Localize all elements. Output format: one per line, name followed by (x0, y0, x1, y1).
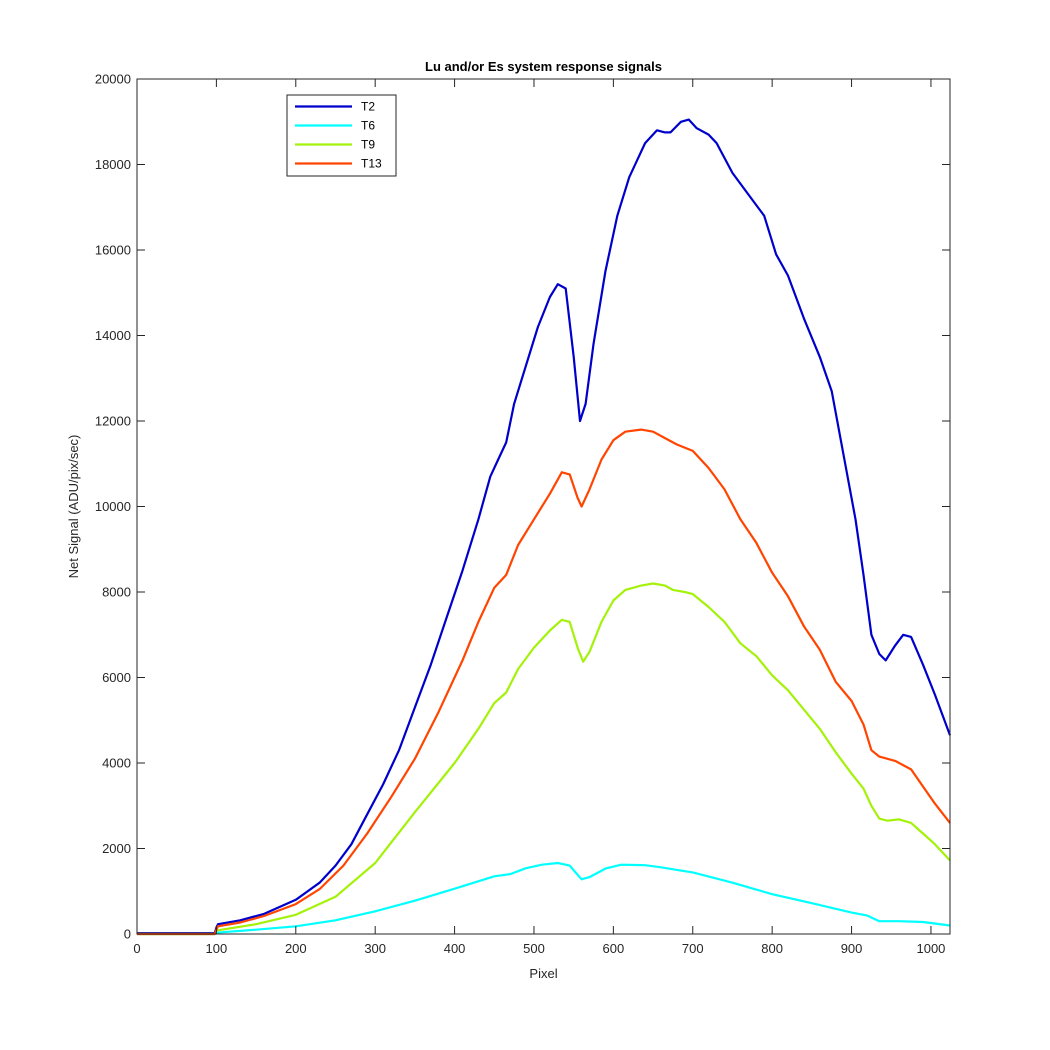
x-axis-label: Pixel (529, 966, 557, 981)
x-tick-label: 800 (761, 941, 783, 956)
x-tick-label: 200 (285, 941, 307, 956)
chart-title: Lu and/or Es system response signals (425, 59, 662, 74)
y-tick-label: 12000 (95, 414, 131, 429)
y-tick-label: 16000 (95, 243, 131, 258)
x-tick-label: 0 (133, 941, 140, 956)
legend-label-t13: T13 (361, 157, 382, 171)
y-tick-label: 18000 (95, 157, 131, 172)
legend: T2 T6 T9 T13 (286, 94, 397, 177)
series-layer (137, 118, 952, 936)
y-tick-label: 20000 (95, 72, 131, 87)
ticks-layer: 0 100 200 300 400 500 600 700 800 900 100002000400… (95, 72, 950, 956)
series-line-t2 (137, 118, 952, 935)
legend-label-t9: T9 (361, 138, 375, 152)
series-line-t13 (137, 428, 951, 936)
legend-label-t6: T6 (361, 119, 375, 133)
y-tick-label: 2000 (102, 841, 131, 856)
plot-area (137, 79, 950, 934)
x-tick-label: 600 (603, 941, 625, 956)
y-tick-label: 14000 (95, 328, 131, 343)
y-tick-label: 0 (124, 927, 131, 942)
y-tick-label: 6000 (102, 670, 131, 685)
x-tick-label: 100 (206, 941, 228, 956)
x-tick-label: 1000 (916, 941, 945, 956)
y-tick-label: 10000 (95, 499, 131, 514)
x-tick-label: 300 (364, 941, 386, 956)
x-tick-label: 900 (841, 941, 863, 956)
x-tick-label: 500 (523, 941, 545, 956)
series-line-t6 (137, 861, 951, 936)
y-axis-label: Net Signal (ADU/pix/sec) (66, 435, 81, 579)
y-tick-label: 8000 (102, 585, 131, 600)
series-line-t9 (137, 582, 951, 936)
x-tick-label: 400 (444, 941, 466, 956)
y-tick-label: 4000 (102, 756, 131, 771)
legend-label-t2: T2 (361, 100, 375, 114)
x-tick-label: 700 (682, 941, 704, 956)
